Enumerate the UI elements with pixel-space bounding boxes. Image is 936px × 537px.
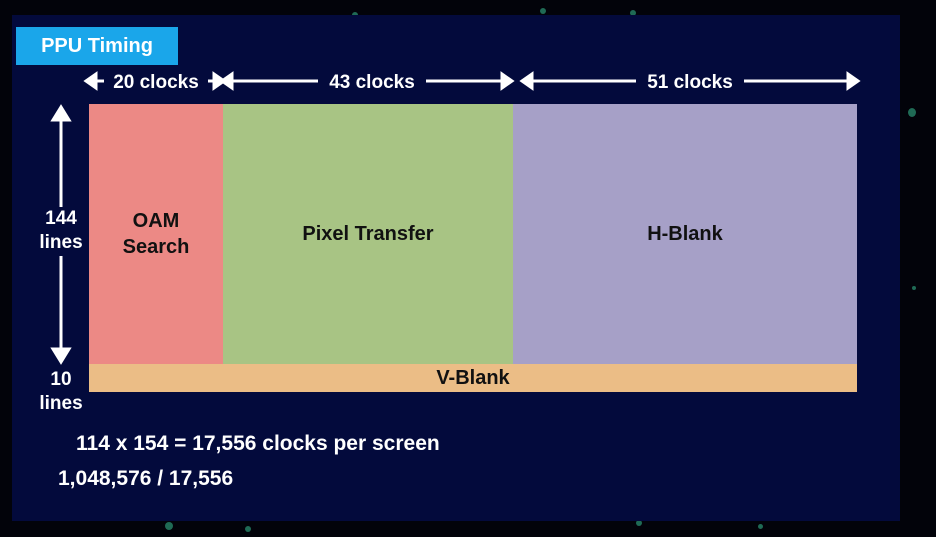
oam-search-label: OAM Search xyxy=(122,210,190,258)
arrowhead-right xyxy=(212,71,227,91)
arrowhead-up xyxy=(50,104,72,122)
background-speck xyxy=(758,524,763,529)
v-blank-label: V-Blank xyxy=(436,367,510,389)
arrowhead-left xyxy=(519,71,534,91)
background-speck xyxy=(908,108,916,117)
background-speck xyxy=(540,8,546,14)
visible-lines-label: 144 lines xyxy=(36,207,86,255)
h-blank-block: H-Blank xyxy=(513,104,857,364)
slide-title: PPU Timing xyxy=(16,27,178,65)
arrowhead-right xyxy=(846,71,861,91)
arrowhead-down xyxy=(50,347,72,365)
background-speck xyxy=(245,526,251,532)
arrowhead-left xyxy=(219,71,234,91)
background-speck xyxy=(630,10,636,16)
hblank-clocks-label: 51 clocks xyxy=(636,70,744,96)
oam-search-block: OAM Search xyxy=(89,104,223,364)
arrowhead-right xyxy=(500,71,515,91)
h-blank-label: H-Blank xyxy=(647,223,723,245)
pixel-transfer-clocks-label: 43 clocks xyxy=(318,70,426,96)
background-speck xyxy=(912,286,916,290)
clocks-per-screen-formula: 114 x 154 = 17,556 clocks per screen xyxy=(76,432,440,455)
oam-clocks-label: 20 clocks xyxy=(104,70,208,96)
pixel-transfer-label: Pixel Transfer xyxy=(302,223,434,245)
background-speck xyxy=(636,520,642,526)
vblank-lines-label: 10 lines xyxy=(39,369,83,414)
pixel-transfer-block: Pixel Transfer xyxy=(223,104,513,364)
background-speck xyxy=(165,522,173,530)
frame-rate-formula: 1,048,576 / 17,556 xyxy=(58,467,234,490)
v-blank-block: V-Blank xyxy=(89,364,857,392)
arrowhead-left xyxy=(83,71,98,91)
